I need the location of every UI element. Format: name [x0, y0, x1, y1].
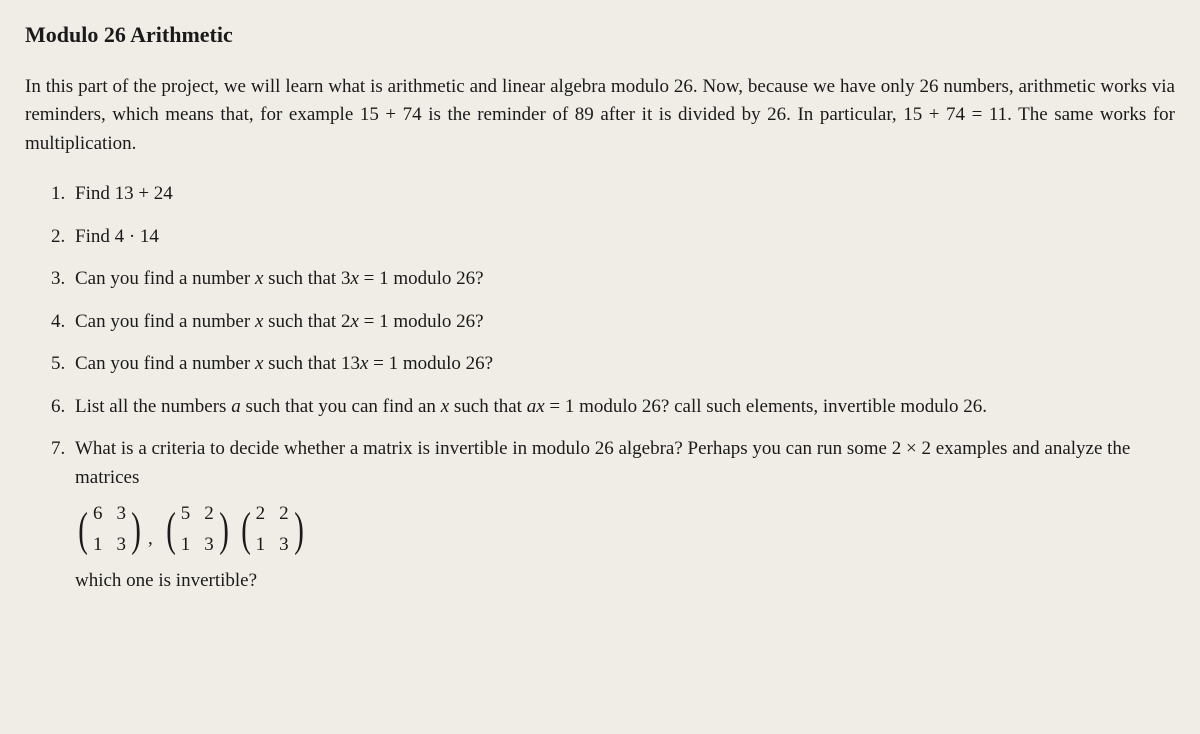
left-paren-icon: (: [166, 508, 176, 551]
matrix-cells: 6 3 1 3: [91, 500, 128, 559]
list-item: What is a criteria to decide whether a m…: [70, 435, 1175, 596]
question-list: Find 13 + 24 Find 4 · 14 Can you find a …: [25, 180, 1175, 596]
text: Can you find a number: [75, 268, 255, 289]
text: such that 2: [263, 311, 350, 332]
separator: ,: [148, 525, 153, 554]
text: such that 3: [263, 268, 350, 289]
text: = 1 modulo 26? call such elements, inver…: [545, 396, 987, 417]
matrix: ( 6 3 1 3 ): [75, 500, 144, 559]
matrix-cell: 2: [279, 500, 289, 529]
matrix-cell: 3: [204, 531, 214, 560]
matrix-cell: 1: [181, 531, 191, 560]
matrix: ( 5 2 1 3 ): [163, 500, 232, 559]
var-x: x: [350, 268, 358, 289]
var-a: a: [231, 396, 241, 417]
text: such that 13: [263, 353, 360, 374]
text: = 1 modulo 26?: [359, 268, 484, 289]
matrix-cell: 5: [181, 500, 191, 529]
matrix: ( 2 2 1 3 ): [238, 500, 307, 559]
matrix-cell: 1: [93, 531, 103, 560]
list-item: Find 13 + 24: [70, 180, 1175, 209]
section-title: Modulo 26 Arithmetic: [25, 20, 1175, 51]
right-paren-icon: ): [131, 508, 141, 551]
list-item: List all the numbers a such that you can…: [70, 393, 1175, 422]
list-item: Can you find a number x such that 3x = 1…: [70, 265, 1175, 294]
text: List all the numbers: [75, 396, 231, 417]
left-paren-icon: (: [78, 508, 88, 551]
intro-paragraph: In this part of the project, we will lea…: [25, 73, 1175, 159]
matrix-cell: 2: [256, 500, 266, 529]
matrix-cell: 3: [116, 531, 126, 560]
text: such that you can find an: [241, 396, 441, 417]
var-x: x: [350, 311, 358, 332]
var-x: x: [441, 396, 449, 417]
matrix-cell: 1: [256, 531, 266, 560]
left-paren-icon: (: [241, 508, 251, 551]
right-paren-icon: ): [219, 508, 229, 551]
text: = 1 modulo 26?: [359, 311, 484, 332]
matrix-cells: 2 2 1 3: [254, 500, 291, 559]
matrix-cell: 6: [93, 500, 103, 529]
list-item: Can you find a number x such that 2x = 1…: [70, 308, 1175, 337]
text: Can you find a number: [75, 353, 255, 374]
matrix-cell: 2: [204, 500, 214, 529]
list-item: Can you find a number x such that 13x = …: [70, 350, 1175, 379]
var-ax: ax: [527, 396, 545, 417]
matrix-cell: 3: [279, 531, 289, 560]
right-paren-icon: ): [294, 508, 304, 551]
list-item: Find 4 · 14: [70, 223, 1175, 252]
matrix-cells: 5 2 1 3: [179, 500, 216, 559]
text: What is a criteria to decide whether a m…: [75, 435, 1175, 492]
text: Can you find a number: [75, 311, 255, 332]
text: which one is invertible?: [75, 567, 1175, 596]
matrix-cell: 3: [116, 500, 126, 529]
text: = 1 modulo 26?: [368, 353, 493, 374]
text: such that: [449, 396, 527, 417]
matrix-row: ( 6 3 1 3 ) , ( 5 2 1 3 ): [75, 500, 1175, 559]
